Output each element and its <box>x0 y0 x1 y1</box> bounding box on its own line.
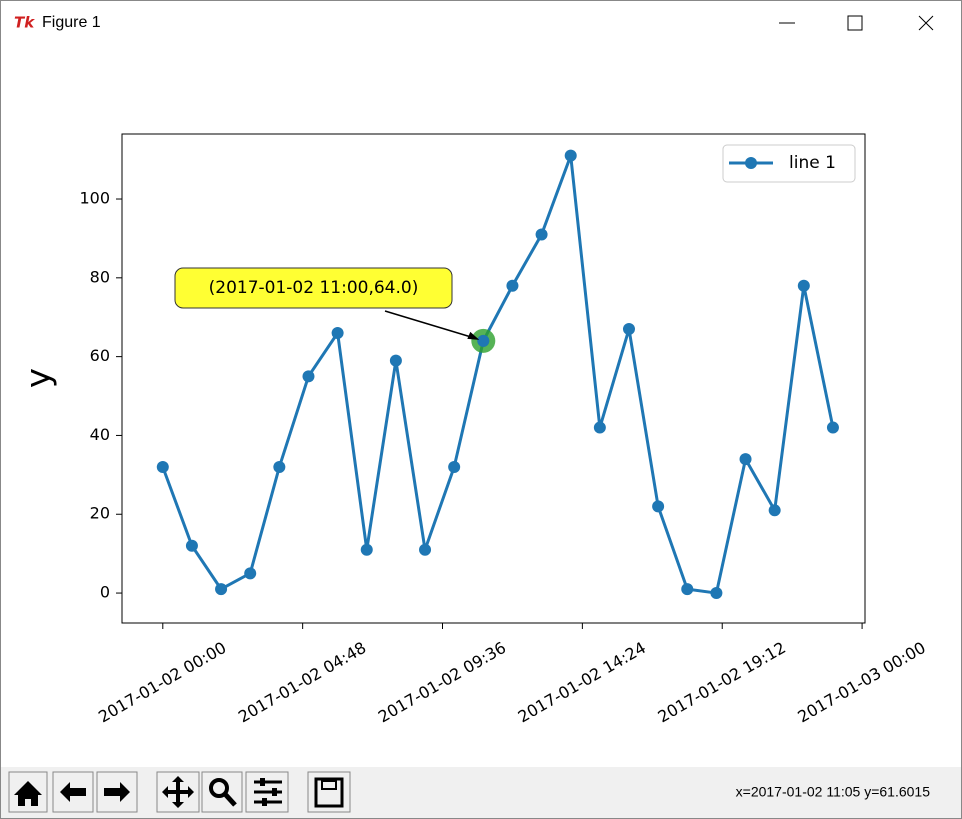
close-button[interactable] <box>918 15 934 31</box>
data-point <box>593 421 606 434</box>
tk-icon: Tk <box>14 14 35 32</box>
zoom-button[interactable] <box>201 771 243 813</box>
data-point <box>652 500 665 513</box>
data-point <box>331 326 344 339</box>
data-point <box>739 453 752 466</box>
data-point <box>768 504 781 517</box>
annotation-box <box>174 267 453 309</box>
data-line <box>161 154 835 595</box>
data-point <box>419 543 432 556</box>
status-text: x=2017-01-02 11:05 y=61.6015 <box>736 784 931 800</box>
data-point <box>797 279 810 292</box>
highlight-core <box>477 334 490 347</box>
data-point <box>185 539 198 552</box>
annotation-arrow <box>384 310 478 340</box>
data-point <box>448 460 461 473</box>
maximize-button[interactable] <box>847 15 863 31</box>
window-title: Figure 1 <box>42 14 101 31</box>
annotation-arrowhead <box>467 331 480 340</box>
data-point <box>506 279 519 292</box>
data-point <box>156 460 169 473</box>
y-tick-label: 40 <box>90 425 110 444</box>
data-point <box>389 354 402 367</box>
data-point <box>622 323 635 336</box>
y-tick-label: 100 <box>79 189 110 208</box>
legend-marker <box>745 157 757 169</box>
y-axis-label: y <box>19 368 59 388</box>
plot-area <box>121 133 866 624</box>
data-point <box>215 583 228 596</box>
y-tick-label: 60 <box>90 346 110 365</box>
data-point <box>564 149 577 162</box>
data-point <box>273 460 286 473</box>
y-tick-label: 20 <box>90 504 110 523</box>
y-tick-label: 0 <box>100 583 110 602</box>
data-point <box>244 567 257 580</box>
data-point <box>302 370 315 383</box>
data-point <box>681 583 694 596</box>
toolbar-icons <box>14 776 344 808</box>
data-point <box>535 228 548 241</box>
legend-label: line 1 <box>789 153 836 173</box>
annotation-text: (2017-01-02 11:00,64.0) <box>209 278 419 298</box>
data-point <box>826 421 839 434</box>
data-point <box>360 543 373 556</box>
legend-box <box>722 144 856 183</box>
data-point <box>710 587 723 600</box>
y-tick-label: 80 <box>90 267 110 286</box>
